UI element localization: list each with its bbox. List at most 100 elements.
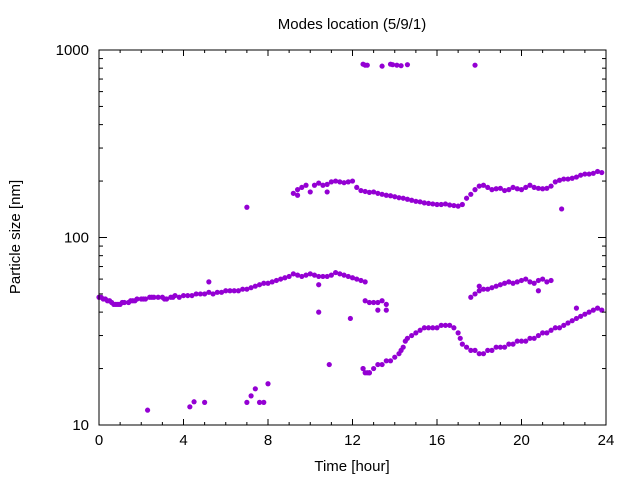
data-point xyxy=(476,288,482,294)
data-point xyxy=(430,325,436,331)
data-point xyxy=(480,286,487,292)
data-point xyxy=(476,283,482,289)
data-point xyxy=(502,187,508,194)
data-point xyxy=(398,63,404,69)
data-point xyxy=(341,272,347,278)
data-point xyxy=(185,292,191,299)
x-axis-label: Time [hour] xyxy=(314,458,389,475)
y-axis: 10 100 1000 xyxy=(56,42,606,434)
data-point xyxy=(523,338,529,344)
data-point xyxy=(387,193,394,199)
data-point xyxy=(459,341,465,347)
data-point xyxy=(261,399,267,405)
data-point xyxy=(379,361,385,368)
data-point xyxy=(451,325,457,331)
data-point xyxy=(191,399,197,405)
data-point xyxy=(396,195,402,201)
data-point xyxy=(358,187,364,194)
data-point xyxy=(442,322,449,328)
data-point xyxy=(476,351,482,357)
data-point xyxy=(548,327,554,333)
x-axis: 0 4 8 12 16 20 24 xyxy=(95,50,615,449)
data-point xyxy=(548,183,554,189)
data-point xyxy=(599,307,605,313)
data-point xyxy=(510,184,516,191)
data-point xyxy=(472,347,478,353)
data-point xyxy=(485,347,491,353)
data-point xyxy=(535,277,542,284)
data-point xyxy=(210,291,216,297)
data-point xyxy=(455,203,461,209)
data-point xyxy=(121,299,127,306)
data-point xyxy=(518,277,525,284)
data-point xyxy=(400,344,406,350)
data-point xyxy=(282,275,288,281)
data-point xyxy=(573,174,580,180)
data-point xyxy=(349,178,356,184)
data-point xyxy=(421,200,427,206)
data-point xyxy=(187,404,193,410)
data-point xyxy=(328,272,334,278)
data-point xyxy=(586,309,592,315)
data-point xyxy=(527,335,533,341)
data-point xyxy=(155,294,161,300)
data-point xyxy=(366,189,372,195)
data-point xyxy=(248,393,254,399)
data-point xyxy=(506,279,512,285)
data-point xyxy=(256,282,263,288)
data-point xyxy=(523,276,529,282)
data-point xyxy=(252,283,258,289)
y-tick-label: 10 xyxy=(72,417,89,434)
data-point xyxy=(176,294,182,300)
data-point xyxy=(278,276,284,282)
data-point xyxy=(413,330,419,336)
data-point xyxy=(307,189,313,195)
data-point xyxy=(303,272,309,278)
data-point xyxy=(472,291,478,297)
data-point xyxy=(510,280,516,286)
data-point xyxy=(244,286,250,292)
data-point xyxy=(290,190,296,196)
data-point xyxy=(472,62,478,68)
data-point xyxy=(556,177,563,183)
data-point xyxy=(421,325,427,331)
data-point xyxy=(523,184,529,191)
x-tick-label: 16 xyxy=(429,432,446,449)
data-point xyxy=(506,187,512,193)
data-point xyxy=(316,282,322,288)
data-point xyxy=(337,271,343,277)
data-point xyxy=(548,277,554,284)
data-point xyxy=(362,298,368,304)
data-point xyxy=(240,286,246,292)
data-point xyxy=(434,201,440,208)
data-point xyxy=(573,305,580,311)
data-point xyxy=(390,62,396,68)
data-point xyxy=(472,187,478,193)
data-point xyxy=(142,296,149,302)
data-point xyxy=(409,197,415,203)
data-point xyxy=(316,273,322,280)
data-point xyxy=(265,280,271,286)
data-point xyxy=(392,354,398,360)
data-point xyxy=(476,183,482,189)
y-tick-label: 100 xyxy=(64,230,89,247)
data-point xyxy=(497,344,503,350)
x-tick-label: 24 xyxy=(598,432,615,449)
data-point xyxy=(144,407,151,413)
data-point xyxy=(540,276,546,282)
data-point xyxy=(299,184,305,191)
data-point xyxy=(430,201,436,207)
data-point xyxy=(463,344,470,350)
data-point xyxy=(594,305,601,311)
data-point xyxy=(535,288,542,294)
data-point xyxy=(320,273,326,280)
data-point xyxy=(193,291,199,297)
data-point xyxy=(438,322,444,328)
data-point xyxy=(425,200,432,207)
data-point xyxy=(400,195,406,201)
data-point xyxy=(347,315,353,322)
data-point xyxy=(316,309,322,315)
data-point xyxy=(506,341,512,347)
data-point xyxy=(535,185,542,191)
